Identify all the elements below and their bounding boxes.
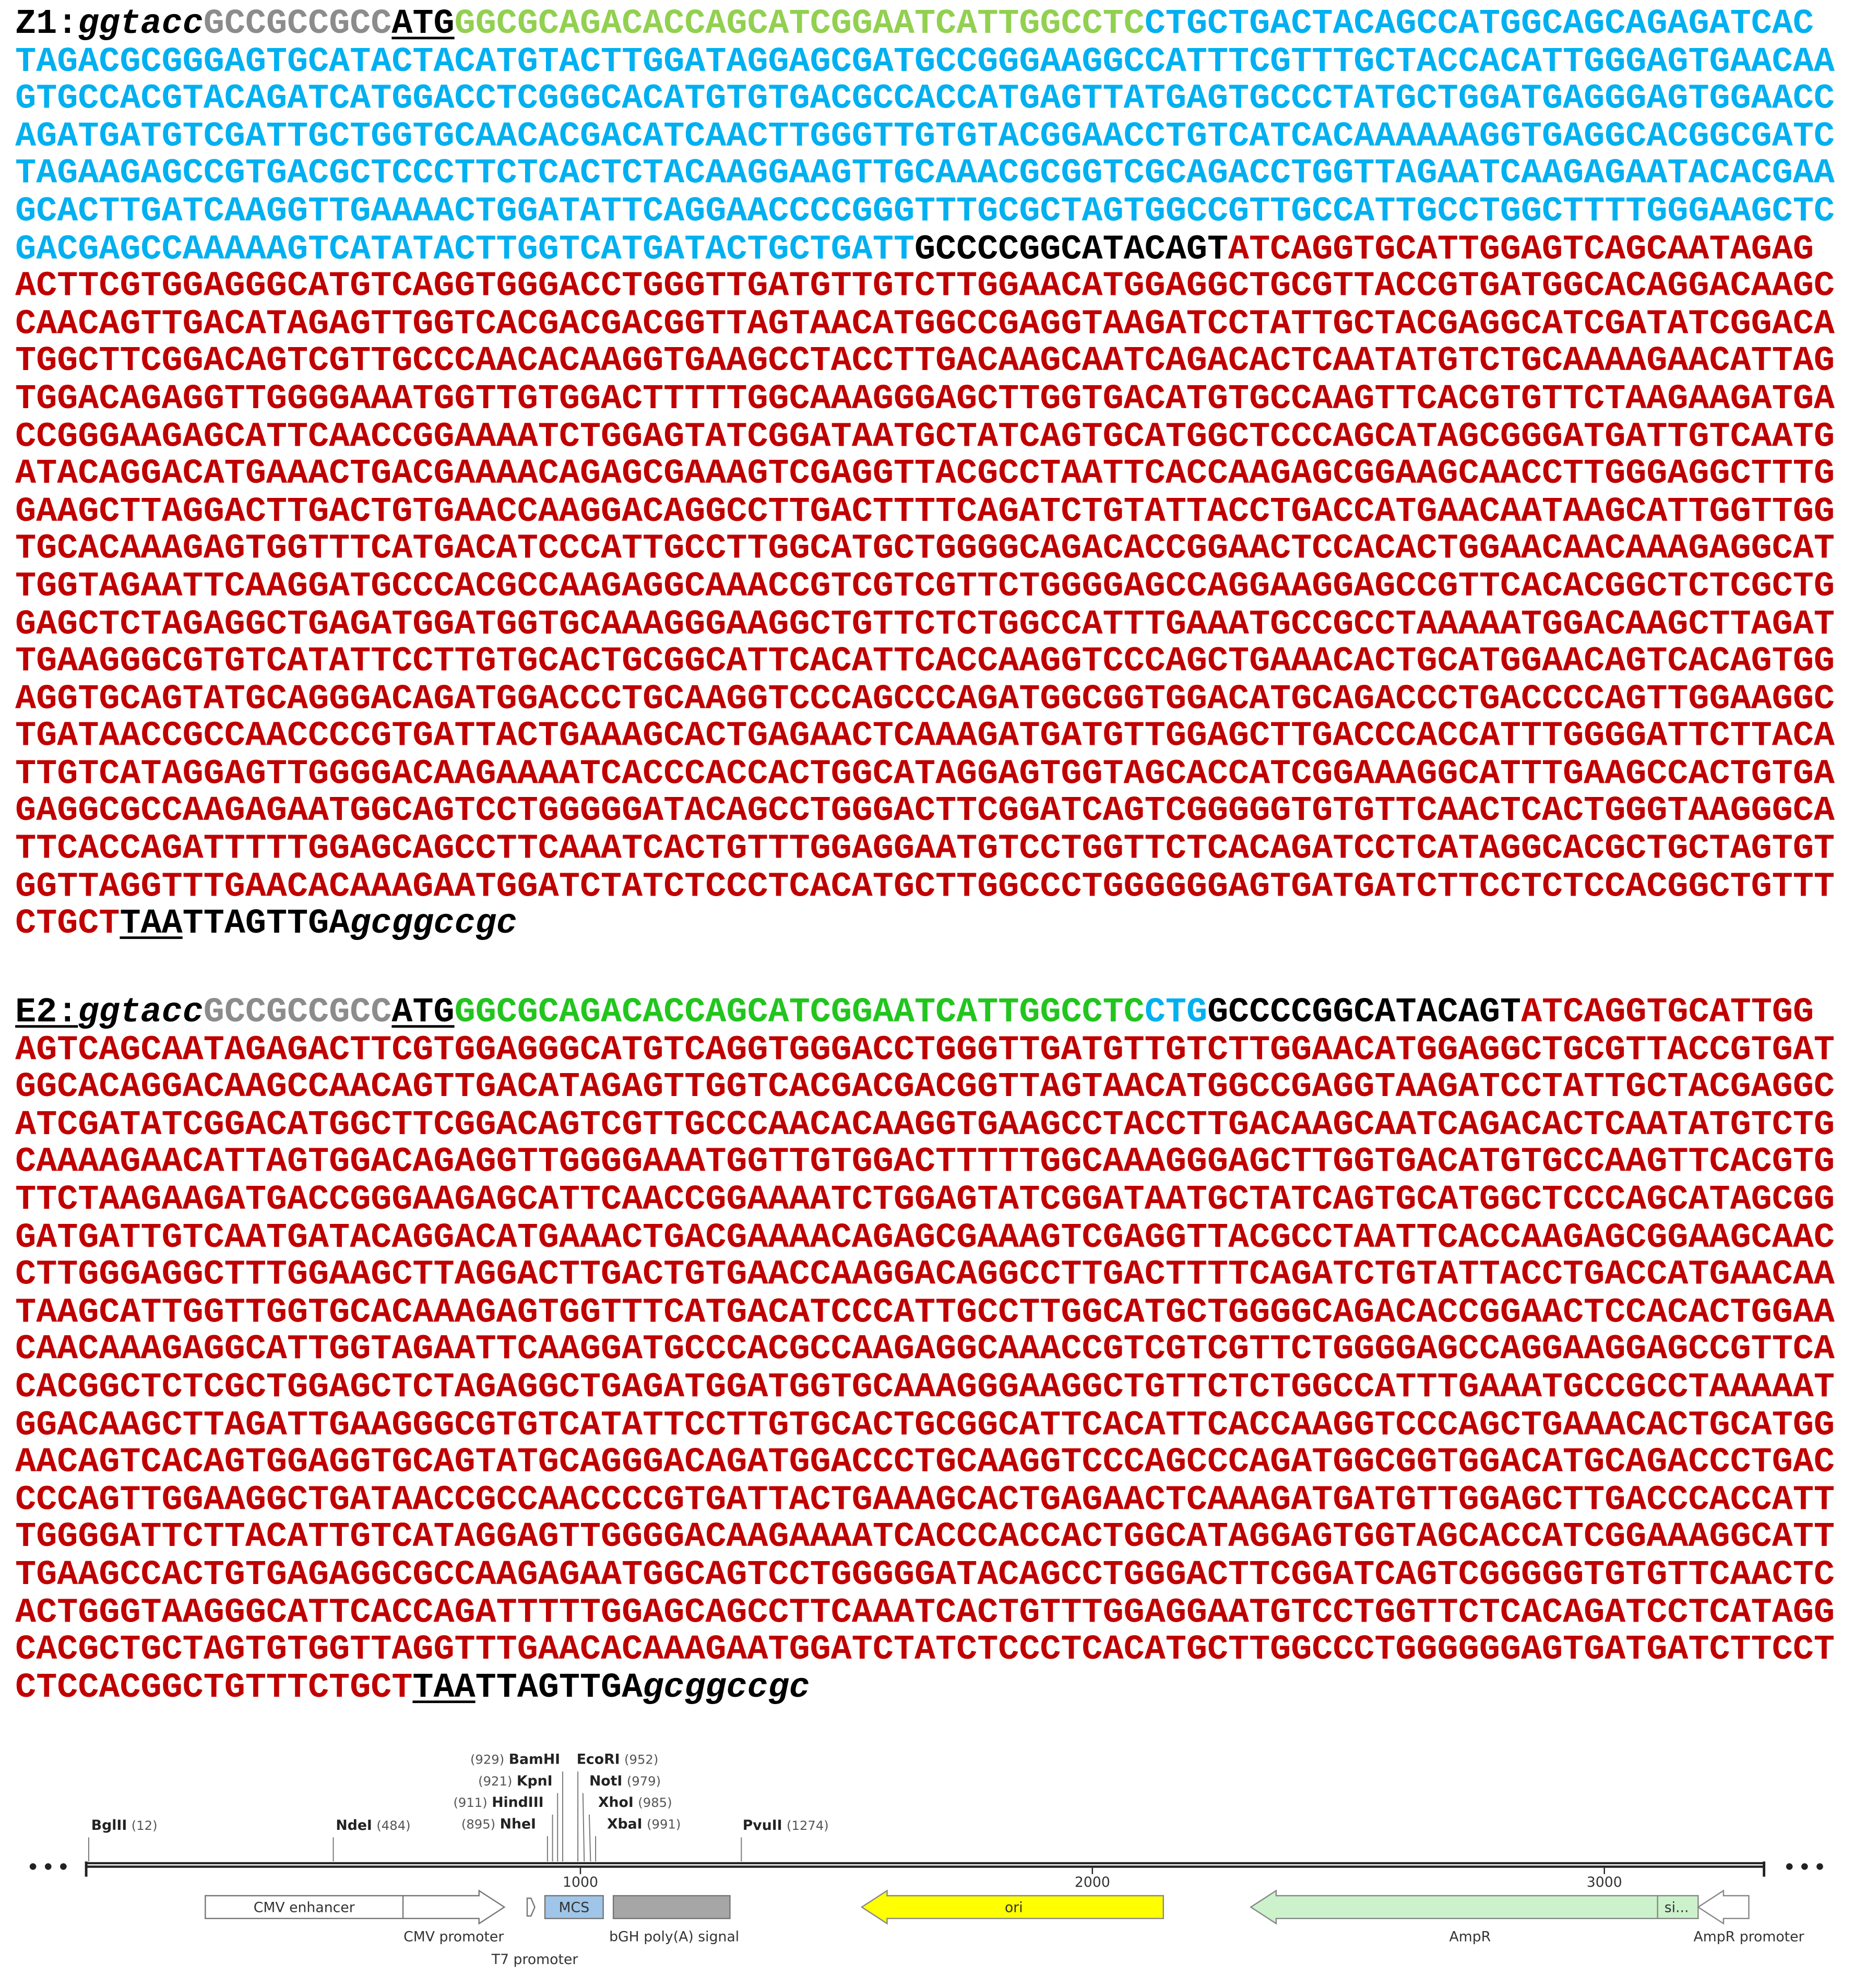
sequence-segment: ATG: [391, 5, 455, 44]
ruler-label: 3000: [1587, 1874, 1622, 1890]
sequence-segment: ggtacc: [78, 5, 204, 44]
site-position: (12): [132, 1818, 158, 1833]
site-name: BamHI: [509, 1752, 560, 1768]
site-label: EcoRI (952): [577, 1752, 659, 1768]
sequence-segment: ATCAGGTGCATTGGAGTCAGCAATAGAGACTTCGTGGAGG…: [15, 230, 1835, 945]
sequence-segment: GCCGCCGCC: [203, 5, 392, 44]
site-position: (484): [376, 1818, 410, 1833]
site-position: (985): [638, 1795, 672, 1810]
site-name: XhoI: [598, 1794, 634, 1811]
ruler-label: 2000: [1075, 1874, 1110, 1890]
site-label: NdeI (484): [336, 1817, 410, 1834]
feature-shape: [612, 1895, 731, 1920]
feature-shape: [544, 1895, 604, 1920]
sequence-segment: TTAGTTGA: [182, 905, 350, 945]
feature-shape: [205, 1889, 506, 1925]
feature-shape: [1250, 1889, 1699, 1925]
feature-label: AmpR promoter: [1693, 1929, 1804, 1945]
site-name: NheI: [500, 1816, 536, 1832]
sequence-segment: gcggccgc: [643, 1668, 810, 1708]
site-name: NdeI: [336, 1817, 372, 1834]
site-position: (911): [453, 1795, 487, 1810]
sequence-segment: TAA: [120, 905, 183, 945]
site-label: BglII (12): [91, 1817, 158, 1834]
site-name: KpnI: [517, 1773, 553, 1789]
sequence-segment: GCCCCGGCATACAGT: [914, 230, 1229, 270]
feature-label: ori: [1005, 1900, 1023, 1916]
site-name: BglII: [91, 1817, 127, 1834]
block-label: E2:: [15, 993, 78, 1033]
site-label: XhoI (985): [598, 1794, 672, 1811]
site-label: XbaI (991): [607, 1816, 681, 1832]
sequence-segment: GGCGCAGACACCAGCATCGGAATCATTGGCCTC: [454, 993, 1145, 1033]
site-line: [589, 1814, 591, 1862]
sequence-segment: TTAGTTGA: [475, 1668, 643, 1708]
sequence-segment: GCCCCGGCATACAGT: [1207, 993, 1522, 1033]
sequence-block: E2:ggtaccGCCGCCGCCATGGGCGCAGACACCAGCATCG…: [15, 993, 1835, 1708]
site-label: (929) BamHI: [470, 1752, 560, 1768]
sequence-segment: GCCGCCGCC: [203, 993, 392, 1033]
sequence-segment: CTGCTGACTACAGCCATGGCAGCAGAGATCACTAGACGCG…: [15, 5, 1835, 270]
site-name: HindIII: [492, 1794, 543, 1811]
sequence-block: Z1:ggtaccGCCGCCGCCATGGGCGCAGACACCAGCATCG…: [15, 6, 1835, 944]
site-label: (921) KpnI: [478, 1773, 552, 1789]
site-line: [582, 1793, 585, 1862]
site-position: (921): [478, 1773, 512, 1789]
feature-shape: [526, 1897, 536, 1917]
sequence-segment: gcggccgc: [350, 905, 517, 945]
sequence-segment: TAA: [412, 1668, 476, 1708]
feature-label: CMV promoter: [403, 1929, 504, 1945]
sequence-segment: CTG: [1144, 993, 1208, 1033]
block-label: Z1:: [15, 5, 78, 44]
sequence-segment: ATCAGGTGCATTGGAGTCAGCAATAGAGACTTCGTGGAGG…: [15, 993, 1835, 1708]
feature-label: si...: [1665, 1900, 1689, 1916]
site-label: (911) HindIII: [453, 1794, 543, 1811]
site-label: (895) NheI: [461, 1816, 536, 1832]
plasmid-map: BglII (12) NdeI (484) (895) NheI (911) Hind…: [29, 1752, 1823, 1968]
feature-shape: [860, 1889, 1164, 1925]
sequence-segment: ggtacc: [78, 993, 204, 1033]
sequence-segment: GGCGCAGACACCAGCATCGGAATCATTGGCCTC: [454, 5, 1145, 44]
sequence-segment: ATG: [391, 993, 455, 1033]
feature-label: AmpR: [1449, 1929, 1491, 1945]
ruler-label: 1000: [563, 1874, 598, 1890]
site-name: EcoRI: [577, 1752, 620, 1768]
site-label: NotI (979): [589, 1773, 661, 1789]
feature-label: bGH poly(A) signal: [609, 1929, 739, 1945]
site-position: (991): [647, 1816, 681, 1831]
site-position: (895): [461, 1816, 495, 1831]
feature-shape: [1697, 1889, 1750, 1925]
feature-label: T7 promoter: [491, 1951, 578, 1968]
site-position: (952): [624, 1752, 658, 1767]
site-name: XbaI: [607, 1816, 643, 1832]
site-label: PvuII (1274): [743, 1817, 829, 1834]
backbone: [85, 1861, 1766, 1877]
site-position: (1274): [787, 1818, 829, 1833]
ellipsis: [29, 1863, 1823, 1870]
site-position: (929): [470, 1752, 504, 1767]
site-name: PvuII: [743, 1817, 782, 1834]
feature-label: CMV enhancer: [254, 1900, 355, 1916]
site-position: (979): [627, 1773, 661, 1789]
feature-label: MCS: [559, 1900, 590, 1916]
site-name: NotI: [589, 1773, 622, 1789]
